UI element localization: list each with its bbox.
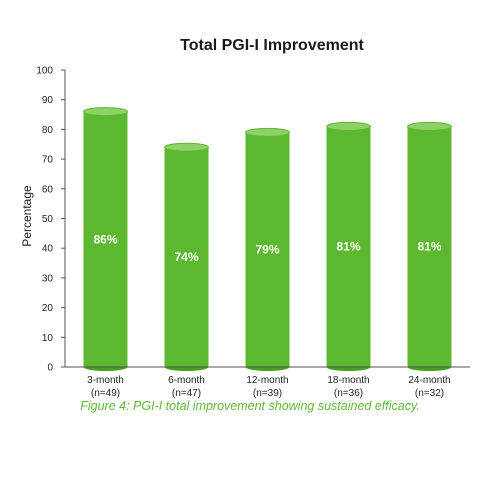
bar-body — [326, 126, 371, 368]
x-tick-sublabel: (n=39) — [253, 388, 282, 399]
y-axis: 0 10 20 30 40 50 60 70 80 90 100 — [36, 66, 66, 374]
figure-caption: Figure 4: PGI-I total improvement showin… — [80, 399, 420, 413]
x-axis: 3-month (n=49) 6-month (n=47) 12-month (n=39)… — [65, 366, 470, 399]
y-tick-label: 20 — [42, 303, 54, 314]
bar-top-cap — [245, 127, 290, 137]
bar-value-label: 81% — [336, 240, 360, 254]
bar-top-cap — [407, 121, 452, 131]
y-tick-label: 70 — [42, 155, 54, 166]
x-tick-sublabel: (n=36) — [334, 388, 363, 399]
bar-body — [407, 126, 452, 368]
bar-body — [83, 111, 128, 367]
bar: 74% — [164, 142, 209, 371]
bar-value-label: 81% — [417, 240, 441, 254]
bar-base-fill — [326, 363, 371, 367]
x-tick-sublabel: (n=49) — [91, 388, 120, 399]
x-tick-label: 18-month — [327, 375, 369, 386]
bar: 86% — [83, 107, 128, 371]
bar-body — [245, 132, 290, 367]
y-tick-label: 90 — [42, 95, 54, 106]
y-tick-label: 100 — [36, 66, 53, 77]
x-tick-label: 24-month — [408, 375, 450, 386]
y-tick-label: 0 — [47, 363, 53, 374]
y-tick-label: 10 — [42, 333, 54, 344]
x-tick-label: 6-month — [168, 375, 205, 386]
bar-top-cap — [164, 142, 209, 152]
bar-base-fill — [245, 363, 290, 367]
y-tick-label: 60 — [42, 184, 54, 195]
bar-value-label: 79% — [255, 243, 279, 257]
y-tick-label: 50 — [42, 214, 54, 225]
x-tick-label: 3-month — [87, 375, 124, 386]
bars: 86% 74% 79% 81% 81% — [83, 107, 452, 371]
bar-top-cap — [326, 121, 371, 131]
bar-value-label: 86% — [93, 232, 117, 246]
bar: 79% — [245, 127, 290, 371]
bar-base-fill — [164, 363, 209, 367]
chart-title: Total PGI-I Improvement — [180, 37, 364, 54]
x-tick-sublabel: (n=47) — [172, 388, 201, 399]
y-tick-label: 40 — [42, 244, 54, 255]
bar-body — [164, 147, 209, 367]
bar: 81% — [407, 121, 452, 371]
bar-base-fill — [407, 363, 452, 367]
x-tick-sublabel: (n=32) — [415, 388, 444, 399]
bar-value-label: 74% — [174, 250, 198, 264]
y-axis-label: Percentage — [20, 185, 34, 247]
bar: 81% — [326, 121, 371, 371]
y-tick-label: 80 — [42, 125, 54, 136]
bar-top-cap — [83, 107, 128, 117]
bar-base-fill — [83, 363, 128, 367]
x-tick-label: 12-month — [246, 375, 288, 386]
y-tick-label: 30 — [42, 273, 54, 284]
